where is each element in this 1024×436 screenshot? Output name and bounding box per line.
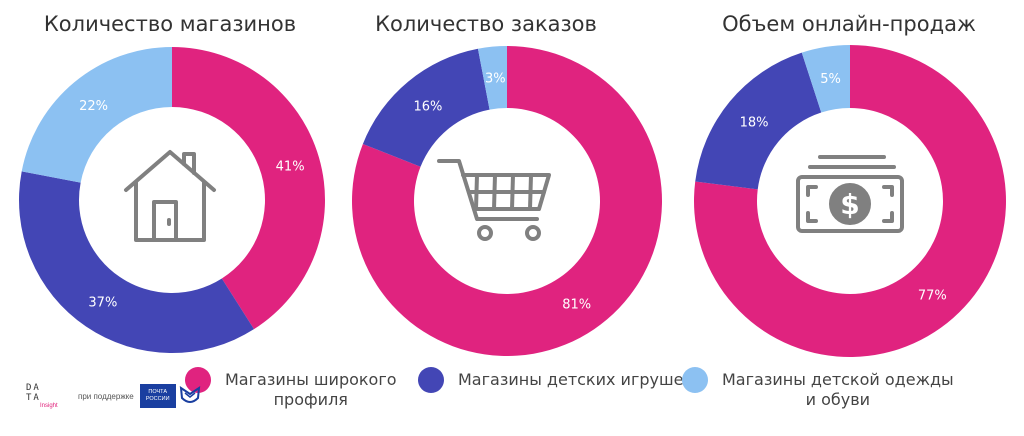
money-bill-icon: $ (796, 155, 904, 233)
post-emblem-icon (179, 385, 200, 403)
slice-label: 41% (276, 160, 305, 175)
data-insight-logo: DA TA Insight (26, 383, 58, 409)
slice-label: 81% (562, 298, 591, 313)
slice-label: 18% (740, 116, 769, 131)
donut-slice (694, 45, 1006, 357)
support-text: при поддержке (78, 391, 134, 401)
donut-slice (172, 47, 325, 330)
house-icon (124, 150, 216, 242)
svg-text:$: $ (840, 188, 859, 221)
shopping-cart-icon (437, 159, 551, 241)
legend-marker (682, 367, 708, 393)
legend-label: Магазины детских игрушек (458, 370, 694, 389)
donut-slice (362, 48, 490, 167)
donut-slice (21, 47, 172, 183)
donut-slice (352, 46, 662, 357)
donut-slice (695, 52, 822, 190)
donut-slice (477, 46, 507, 110)
slice-label: 22% (79, 99, 108, 114)
legend-item-toy-stores: Магазины детских игрушек (418, 367, 694, 393)
donut-slice (18, 171, 254, 354)
chart-title-sales: Объем онлайн-продаж (722, 12, 976, 36)
slice-label: 37% (88, 296, 117, 311)
legend-item-general-stores: Магазины широкого профиля (185, 367, 397, 410)
legend-label: Магазины широкого профиля (225, 370, 397, 409)
slice-label: 3% (485, 72, 506, 87)
slice-label: 5% (820, 72, 841, 87)
legend-label: Магазины детской одежды и обуви (722, 370, 954, 409)
slice-label: 77% (918, 288, 947, 303)
legend-marker (418, 367, 444, 393)
footer-logos: DA TA Insight при поддержке ПОЧТА РОССИИ (20, 380, 202, 412)
russian-post-logo: ПОЧТА РОССИИ (139, 383, 202, 409)
chart-title-orders: Количество заказов (375, 12, 597, 36)
slice-label: 16% (414, 99, 443, 114)
donut-slice (801, 45, 850, 113)
legend-item-clothing-stores: Магазины детской одежды и обуви (682, 367, 954, 410)
chart-title-stores: Количество магазинов (43, 12, 297, 36)
